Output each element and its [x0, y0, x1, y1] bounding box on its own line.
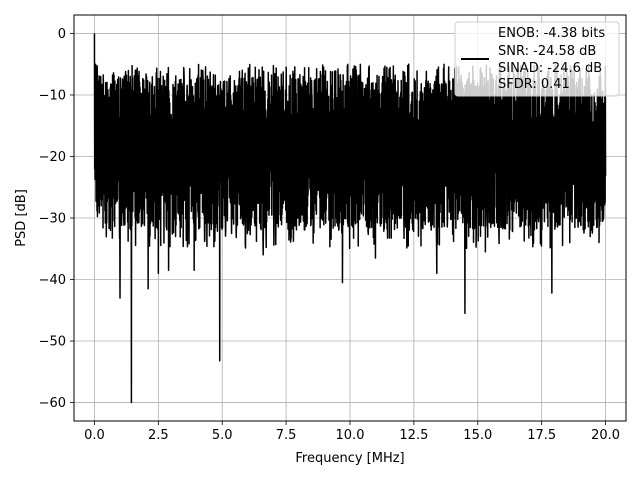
x-tick-label: 7.5 [276, 428, 297, 443]
legend-entry-sinad: SINAD: -24.6 dB [498, 61, 602, 76]
legend-entry-enob: ENOB: -4.38 bits [498, 26, 605, 41]
y-axis-ticks: 0 −10 −20 −30 −40 −50 −60 [39, 27, 74, 411]
x-tick-label: 0.0 [84, 428, 105, 443]
y-axis-label: PSD [dB] [14, 189, 29, 247]
y-tick-label: 0 [58, 27, 66, 42]
x-tick-label: 20.0 [591, 428, 620, 443]
y-tick-label: −10 [39, 88, 66, 103]
y-tick-label: −20 [39, 150, 66, 165]
psd-series-line [93, 33, 607, 404]
plot-area [93, 33, 607, 404]
x-tick-label: 5.0 [212, 428, 233, 443]
legend: ENOB: -4.38 bits SNR: -24.58 dB SINAD: -… [454, 21, 620, 97]
x-tick-label: 10.0 [336, 428, 365, 443]
legend-entry-sfdr: SFDR: 0.41 [498, 77, 570, 92]
x-tick-label: 15.0 [463, 428, 492, 443]
legend-box [454, 21, 620, 97]
x-tick-label: 2.5 [148, 428, 169, 443]
y-tick-label: −60 [39, 396, 66, 411]
y-tick-label: −30 [39, 212, 66, 227]
x-axis-label: Frequency [MHz] [295, 451, 404, 466]
x-tick-label: 17.5 [527, 428, 556, 443]
x-tick-label: 12.5 [399, 428, 428, 443]
legend-entry-snr: SNR: -24.58 dB [498, 44, 596, 59]
y-tick-label: −40 [39, 273, 66, 288]
y-tick-label: −50 [39, 335, 66, 350]
x-axis-ticks: 0.0 2.5 5.0 7.5 10.0 12.5 15.0 17.5 20.0 [84, 421, 620, 443]
